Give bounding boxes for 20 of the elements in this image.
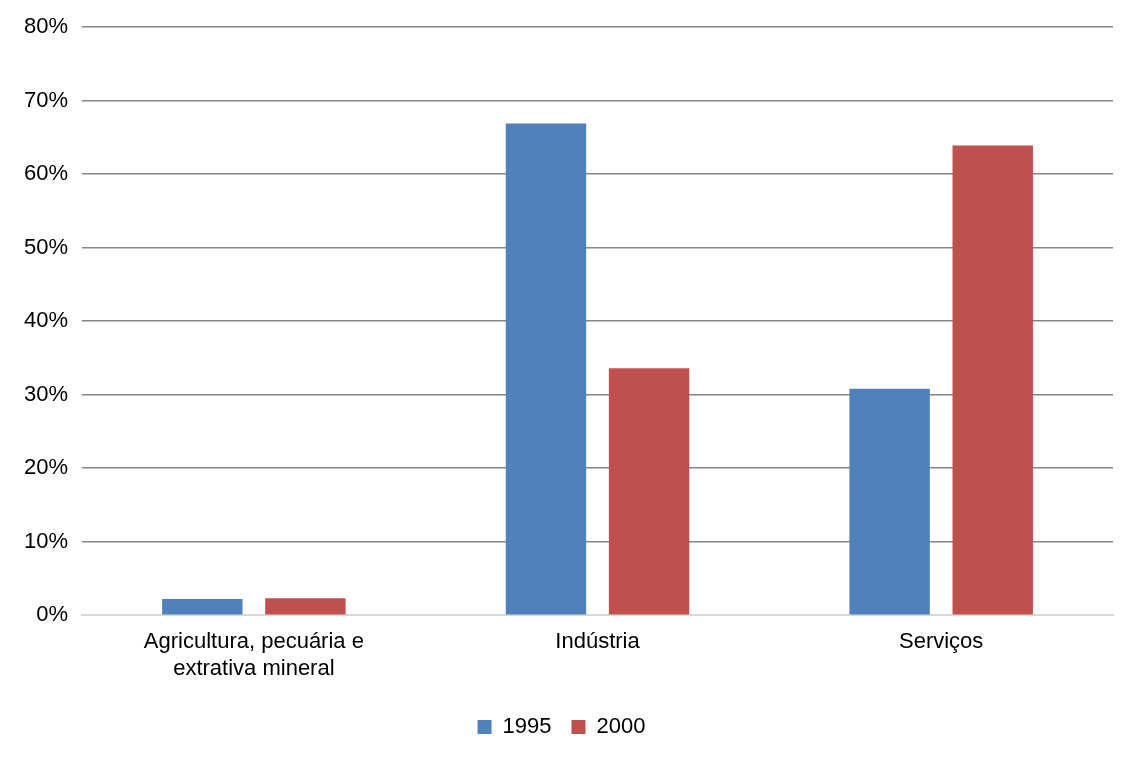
- y-tick-label: 70%: [23, 86, 69, 112]
- y-tick-label: 10%: [23, 527, 69, 553]
- bar: [505, 123, 587, 615]
- bar: [162, 599, 243, 615]
- bar: [849, 388, 930, 615]
- x-tick-label: Indústria: [555, 628, 641, 654]
- y-tick-label: 50%: [23, 233, 69, 259]
- legend-label: 2000: [596, 713, 646, 739]
- bar: [952, 145, 1033, 615]
- y-tick-label: 20%: [23, 454, 69, 480]
- y-tick-label: 60%: [23, 160, 69, 186]
- y-tick-label: 40%: [23, 307, 69, 333]
- y-tick-label: 30%: [23, 380, 69, 406]
- y-tick-label: 80%: [23, 13, 69, 39]
- legend-label: 1995: [502, 713, 552, 739]
- x-tick-label: Agricultura, pecuária e extrativa mineral: [143, 628, 364, 680]
- x-tick-label: Serviços: [898, 628, 984, 654]
- bar: [608, 368, 690, 615]
- bar: [265, 598, 346, 615]
- y-tick-label: 0%: [36, 601, 69, 627]
